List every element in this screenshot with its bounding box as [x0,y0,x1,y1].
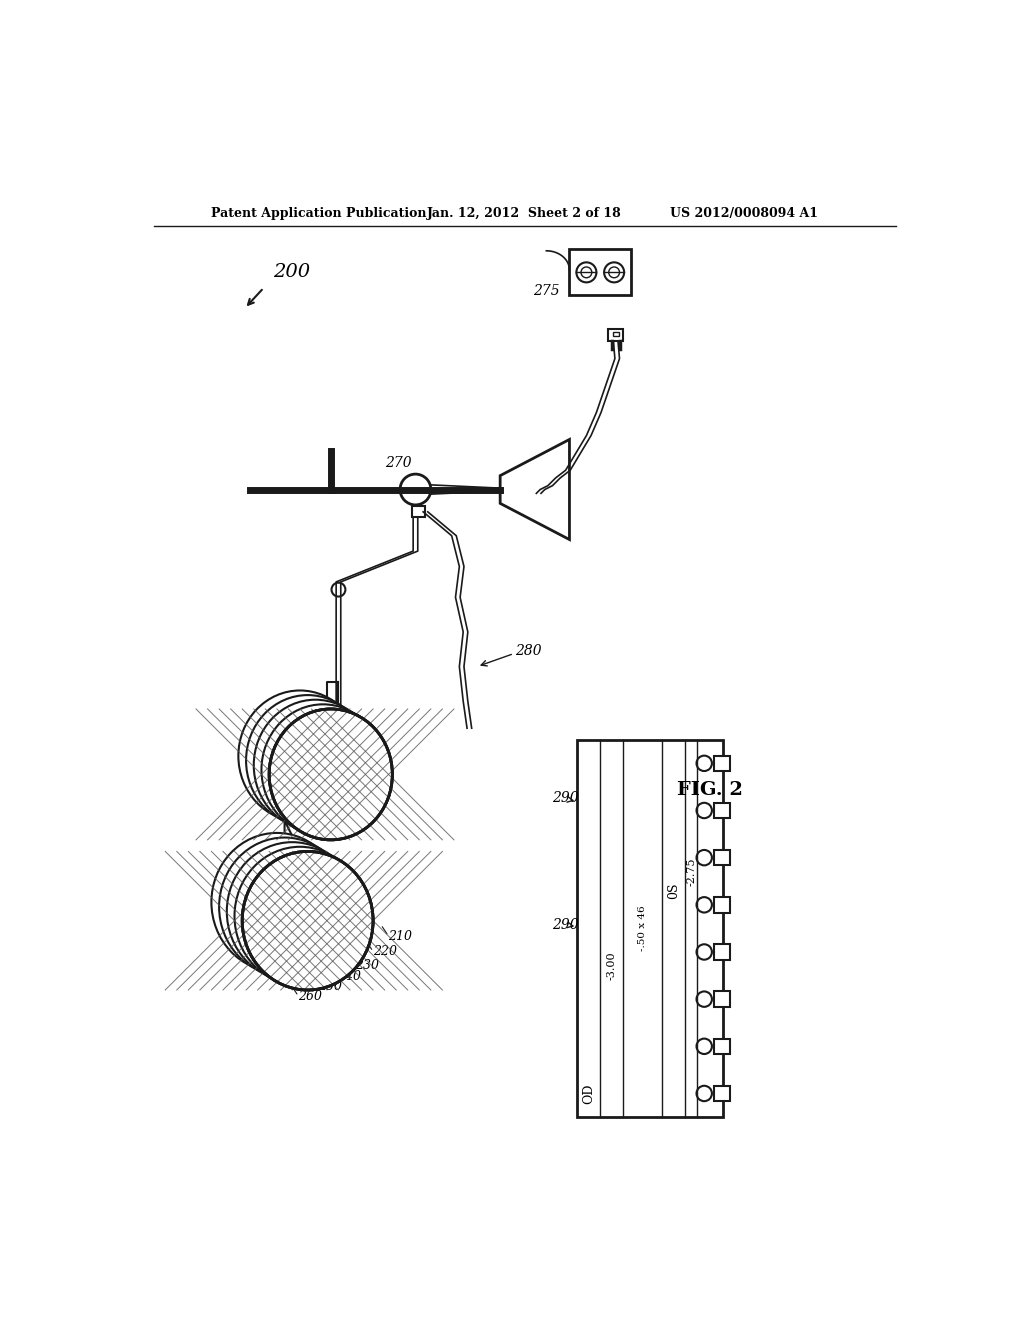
FancyBboxPatch shape [714,755,730,771]
Circle shape [696,1039,712,1053]
Circle shape [332,582,345,597]
Text: 230: 230 [355,958,380,972]
Circle shape [608,267,620,277]
Circle shape [400,474,431,504]
Circle shape [696,1086,712,1101]
Ellipse shape [226,842,357,981]
Ellipse shape [239,690,361,821]
Text: 220: 220 [373,945,397,958]
Polygon shape [500,440,569,540]
FancyBboxPatch shape [412,507,425,517]
FancyBboxPatch shape [714,944,730,960]
Circle shape [604,263,625,282]
Ellipse shape [219,838,350,977]
Text: 270: 270 [385,455,412,470]
Text: 240: 240 [337,970,360,982]
Text: 210: 210 [388,929,413,942]
Text: -2.75: -2.75 [686,858,696,886]
Text: FIG. 2: FIG. 2 [677,781,743,799]
Text: 260: 260 [298,990,323,1003]
Ellipse shape [243,851,373,990]
Text: 275: 275 [534,284,560,298]
Circle shape [696,755,712,771]
Text: 0S: 0S [667,882,680,899]
FancyBboxPatch shape [714,1086,730,1101]
FancyBboxPatch shape [578,739,724,1117]
Text: 290: 290 [552,917,579,932]
Text: 280: 280 [515,644,542,659]
Text: 250: 250 [318,981,342,994]
Text: -.50 x 46: -.50 x 46 [638,906,647,952]
Circle shape [696,803,712,818]
Ellipse shape [234,847,366,986]
FancyBboxPatch shape [714,850,730,866]
FancyBboxPatch shape [569,249,631,296]
FancyBboxPatch shape [714,1039,730,1053]
Text: Jan. 12, 2012  Sheet 2 of 18: Jan. 12, 2012 Sheet 2 of 18 [427,207,622,220]
Text: -3.00: -3.00 [607,952,616,981]
Circle shape [581,267,592,277]
FancyBboxPatch shape [608,330,624,341]
Text: Patent Application Publication: Patent Application Publication [211,207,427,220]
Ellipse shape [261,705,385,836]
Circle shape [696,898,712,912]
Circle shape [696,944,712,960]
Ellipse shape [246,696,370,826]
Text: US 2012/0008094 A1: US 2012/0008094 A1 [670,207,817,220]
Text: 200: 200 [273,264,310,281]
FancyBboxPatch shape [714,803,730,818]
Circle shape [577,263,596,282]
Ellipse shape [254,700,377,830]
Text: OD: OD [583,1084,595,1105]
FancyBboxPatch shape [714,898,730,912]
Ellipse shape [269,709,392,840]
Circle shape [696,850,712,866]
FancyBboxPatch shape [714,991,730,1007]
Circle shape [696,991,712,1007]
Text: 290: 290 [552,791,579,804]
Ellipse shape [211,833,342,972]
FancyBboxPatch shape [612,331,618,337]
